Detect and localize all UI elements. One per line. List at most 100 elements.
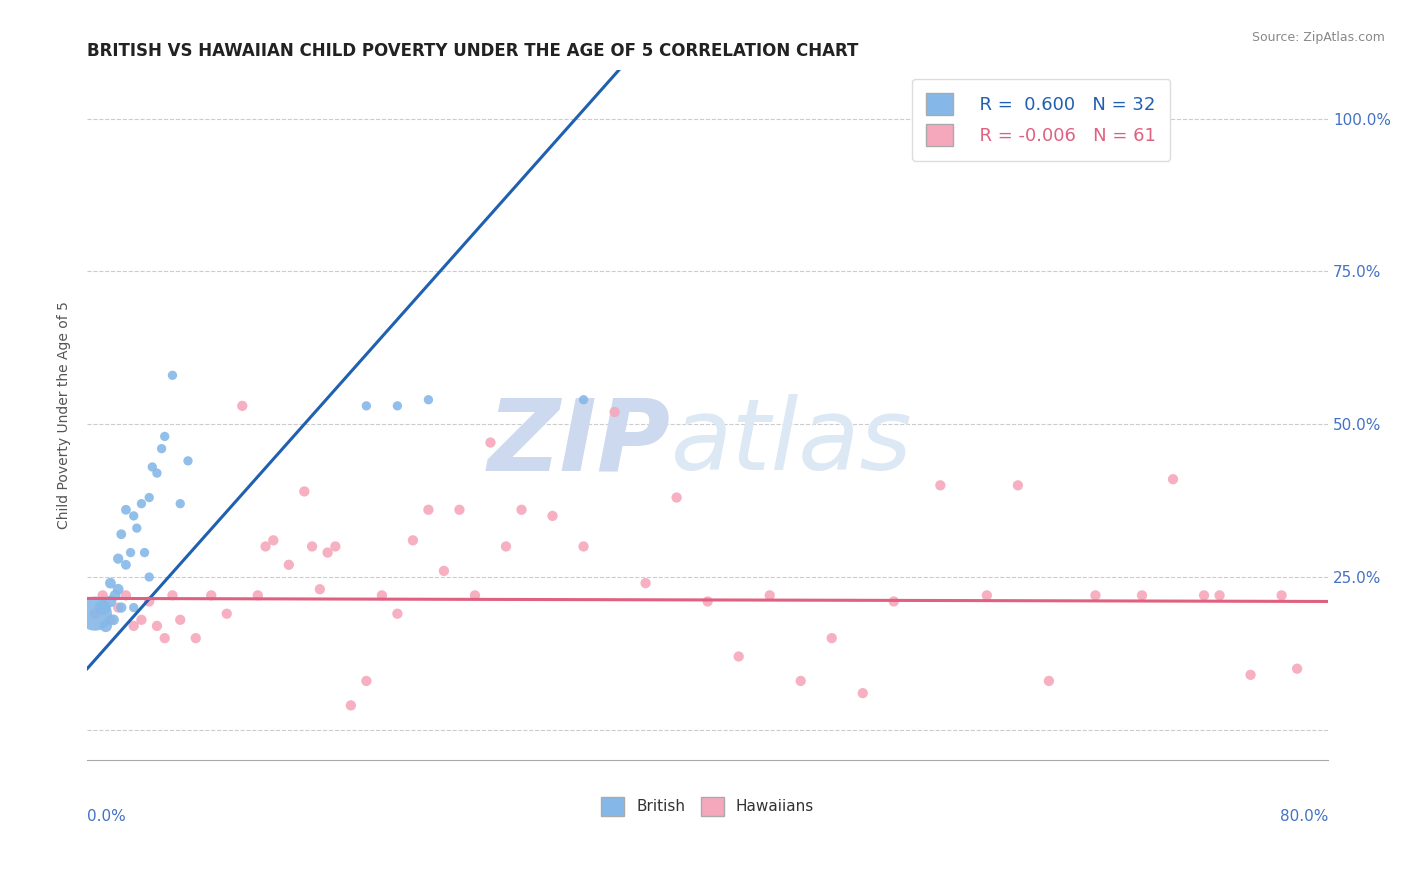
- Point: [84, 607, 107, 621]
- Point: [852, 686, 875, 700]
- Point: [1192, 588, 1215, 602]
- Point: [231, 399, 253, 413]
- Point: [134, 545, 156, 559]
- Point: [1038, 673, 1060, 688]
- Point: [402, 533, 425, 548]
- Point: [103, 613, 125, 627]
- Y-axis label: Child Poverty Under the Age of 5: Child Poverty Under the Age of 5: [58, 301, 72, 529]
- Point: [200, 588, 222, 602]
- Point: [162, 588, 184, 602]
- Point: [603, 405, 626, 419]
- Text: ZIP: ZIP: [488, 394, 671, 491]
- Point: [572, 540, 595, 554]
- Point: [107, 582, 129, 597]
- Point: [510, 502, 533, 516]
- Point: [146, 619, 169, 633]
- Point: [246, 588, 269, 602]
- Point: [94, 619, 117, 633]
- Point: [479, 435, 502, 450]
- Point: [138, 491, 160, 505]
- Point: [131, 497, 153, 511]
- Point: [541, 508, 564, 523]
- Point: [634, 576, 657, 591]
- Point: [418, 392, 440, 407]
- Point: [184, 631, 207, 645]
- Point: [727, 649, 749, 664]
- Point: [1208, 588, 1230, 602]
- Point: [371, 588, 394, 602]
- Point: [120, 545, 142, 559]
- Point: [883, 594, 905, 608]
- Point: [277, 558, 299, 572]
- Point: [1130, 588, 1153, 602]
- Point: [107, 600, 129, 615]
- Point: [387, 399, 409, 413]
- Point: [122, 600, 145, 615]
- Point: [115, 502, 138, 516]
- Point: [138, 570, 160, 584]
- Point: [821, 631, 844, 645]
- Point: [153, 429, 176, 443]
- Point: [316, 545, 339, 559]
- Point: [665, 491, 688, 505]
- Point: [572, 392, 595, 407]
- Text: 80.0%: 80.0%: [1279, 809, 1329, 823]
- Point: [100, 594, 122, 608]
- Point: [1084, 588, 1107, 602]
- Point: [1286, 662, 1309, 676]
- Point: [104, 588, 127, 602]
- Point: [308, 582, 330, 597]
- Point: [449, 502, 471, 516]
- Point: [418, 502, 440, 516]
- Point: [125, 521, 148, 535]
- Point: [146, 466, 169, 480]
- Point: [387, 607, 409, 621]
- Point: [340, 698, 363, 713]
- Point: [169, 497, 191, 511]
- Point: [107, 551, 129, 566]
- Point: [150, 442, 173, 456]
- Point: [110, 527, 132, 541]
- Point: [91, 588, 114, 602]
- Point: [177, 454, 200, 468]
- Point: [356, 673, 378, 688]
- Point: [215, 607, 238, 621]
- Point: [301, 540, 323, 554]
- Point: [790, 673, 813, 688]
- Point: [115, 588, 138, 602]
- Point: [356, 399, 378, 413]
- Point: [292, 484, 315, 499]
- Point: [169, 613, 191, 627]
- Point: [162, 368, 184, 383]
- Point: [495, 540, 517, 554]
- Point: [115, 558, 138, 572]
- Point: [1161, 472, 1184, 486]
- Point: [138, 594, 160, 608]
- Text: 0.0%: 0.0%: [87, 809, 127, 823]
- Point: [141, 460, 163, 475]
- Point: [131, 613, 153, 627]
- Point: [100, 576, 122, 591]
- Point: [1007, 478, 1029, 492]
- Text: Source: ZipAtlas.com: Source: ZipAtlas.com: [1251, 31, 1385, 45]
- Point: [122, 619, 145, 633]
- Point: [1239, 668, 1261, 682]
- Point: [976, 588, 998, 602]
- Text: BRITISH VS HAWAIIAN CHILD POVERTY UNDER THE AGE OF 5 CORRELATION CHART: BRITISH VS HAWAIIAN CHILD POVERTY UNDER …: [87, 42, 859, 60]
- Point: [696, 594, 718, 608]
- Point: [84, 607, 107, 621]
- Legend: British, Hawaiians: British, Hawaiians: [595, 791, 820, 822]
- Point: [110, 600, 132, 615]
- Point: [1271, 588, 1294, 602]
- Point: [325, 540, 347, 554]
- Text: atlas: atlas: [671, 394, 912, 491]
- Point: [433, 564, 456, 578]
- Point: [254, 540, 277, 554]
- Point: [929, 478, 952, 492]
- Point: [122, 508, 145, 523]
- Point: [262, 533, 284, 548]
- Point: [100, 613, 122, 627]
- Point: [91, 600, 114, 615]
- Point: [758, 588, 780, 602]
- Point: [153, 631, 176, 645]
